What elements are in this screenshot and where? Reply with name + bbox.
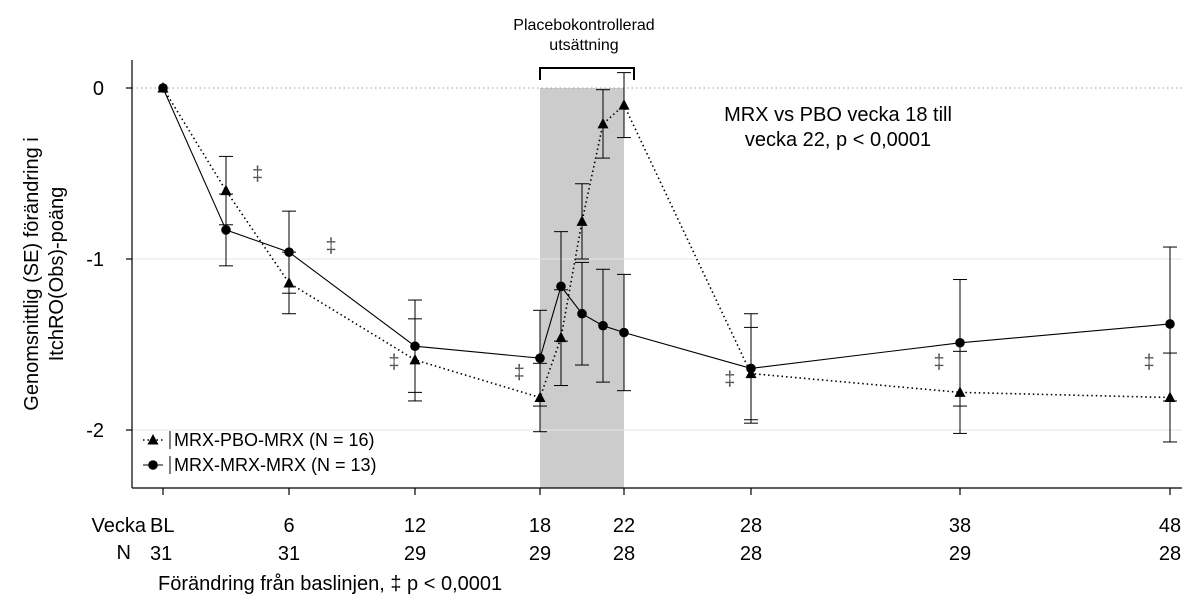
x-tick-label: 38 <box>949 515 971 537</box>
data-point-circle <box>410 341 420 352</box>
significance-marker: ‡ <box>514 362 525 384</box>
significance-marker: ‡ <box>388 352 399 374</box>
data-point-circle <box>535 353 545 363</box>
data-point-circle <box>556 281 566 292</box>
data-point-circle <box>1165 319 1175 329</box>
y-tick-label: -2 <box>86 420 104 442</box>
y-axis-title: Genomsnittlig (SE) förändring i ItchRO(Ob… <box>21 137 68 410</box>
x-tick-label: 22 <box>613 515 635 537</box>
n-tick-label: 31 <box>278 543 300 565</box>
data-point-circle <box>619 327 629 338</box>
n-tick-label: 31 <box>150 543 172 565</box>
n-tick-label: 28 <box>613 543 635 565</box>
series-line-mrx-pbo-mrx <box>162 87 1171 399</box>
y-tick-label: 0 <box>93 78 104 100</box>
data-point-circle <box>577 308 587 319</box>
region-label: Placebokontrollerad utsättning <box>513 17 654 54</box>
legend-circle-icon <box>148 460 158 470</box>
x-row-label-n: N <box>117 542 131 564</box>
n-tick-label: 28 <box>1159 543 1181 565</box>
series-line-mrx-mrx-mrx <box>162 87 1171 369</box>
x-tick-label: 28 <box>740 515 762 537</box>
legend-triangle-icon <box>147 434 159 445</box>
data-point-circle <box>746 363 756 374</box>
annotation: MRX vs PBO vecka 18 till vecka 22, p < 0,… <box>724 104 952 151</box>
significance-marker: ‡ <box>252 164 263 186</box>
significance-marker: ‡ <box>325 235 336 257</box>
significance-marker: ‡ <box>1143 352 1154 374</box>
data-point-triangle <box>220 184 232 196</box>
data-point-circle <box>284 247 294 257</box>
x-row-label-vecka: Vecka <box>92 515 147 537</box>
x-tick-label: BL <box>150 515 174 537</box>
x-tick-label: 18 <box>529 515 551 537</box>
data-point-triangle <box>576 215 588 226</box>
x-tick-label: 48 <box>1159 515 1181 537</box>
y-tick-label: -1 <box>86 249 104 271</box>
n-tick-label: 29 <box>949 543 971 565</box>
legend-label: MRX-MRX-MRX (N = 13) <box>174 455 377 475</box>
x-tick-label: 12 <box>404 515 426 537</box>
n-tick-label: 29 <box>529 543 551 565</box>
data-point-triangle <box>618 99 630 110</box>
x-tick-label: 6 <box>283 515 294 537</box>
data-point-triangle <box>597 117 609 129</box>
data-point-circle <box>221 225 231 235</box>
significance-marker: ‡ <box>724 369 735 391</box>
n-tick-label: 28 <box>740 543 762 565</box>
data-point-circle <box>955 337 965 348</box>
x-axis-title: Förändring från baslinjen, ‡ p < 0,0001 <box>158 573 502 595</box>
region-bracket <box>539 67 635 80</box>
significance-marker: ‡ <box>934 352 945 374</box>
data-point-circle <box>158 83 168 93</box>
n-tick-label: 29 <box>404 543 426 565</box>
legend-label: MRX-PBO-MRX (N = 16) <box>174 430 375 450</box>
data-point-circle <box>598 320 608 331</box>
